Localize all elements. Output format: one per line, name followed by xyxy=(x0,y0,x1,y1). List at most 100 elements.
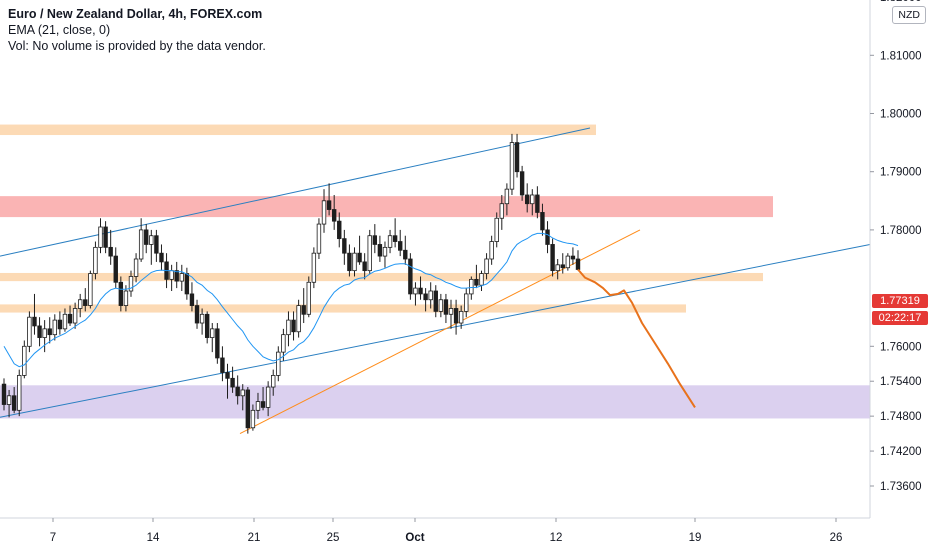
candle[interactable] xyxy=(438,293,444,318)
candle[interactable] xyxy=(62,308,68,332)
candle[interactable] xyxy=(67,305,73,326)
candle[interactable] xyxy=(403,235,408,265)
candle[interactable] xyxy=(118,276,124,312)
candle[interactable] xyxy=(154,229,159,262)
candle[interactable] xyxy=(276,346,281,382)
candle[interactable] xyxy=(240,384,245,411)
candle[interactable] xyxy=(570,247,576,265)
candle[interactable] xyxy=(230,366,235,393)
candle[interactable] xyxy=(479,270,484,292)
candle[interactable] xyxy=(37,317,42,347)
zone-support-2[interactable] xyxy=(0,304,686,313)
candle[interactable] xyxy=(93,241,98,280)
candle[interactable] xyxy=(474,264,479,289)
candle[interactable] xyxy=(138,218,144,262)
candle[interactable] xyxy=(367,229,372,274)
candle[interactable] xyxy=(159,244,164,271)
candle[interactable] xyxy=(47,317,52,344)
candle[interactable] xyxy=(22,340,27,379)
candle[interactable] xyxy=(560,253,565,274)
candle[interactable] xyxy=(382,241,388,268)
candle[interactable] xyxy=(179,264,184,292)
zone-resistance-top[interactable] xyxy=(0,124,596,136)
candle[interactable] xyxy=(32,293,37,335)
candle[interactable] xyxy=(453,299,459,335)
candle[interactable] xyxy=(398,229,403,257)
candle[interactable] xyxy=(215,323,220,364)
candle[interactable] xyxy=(342,229,347,265)
candle[interactable] xyxy=(347,244,352,277)
channel-upper-line[interactable] xyxy=(0,127,591,257)
candle[interactable] xyxy=(17,369,22,417)
candle[interactable] xyxy=(286,311,291,347)
candle[interactable] xyxy=(499,194,505,230)
candle[interactable] xyxy=(362,253,367,280)
candle[interactable] xyxy=(220,346,225,382)
candle[interactable] xyxy=(326,183,332,216)
candle[interactable] xyxy=(199,308,205,335)
candle[interactable] xyxy=(448,299,454,329)
candle[interactable] xyxy=(514,133,520,178)
candle[interactable] xyxy=(174,261,179,289)
candle[interactable] xyxy=(494,212,499,248)
candle[interactable] xyxy=(550,238,555,277)
time-axis[interactable]: 7 14 21 25 Oct 12 19 26 xyxy=(50,518,843,544)
candle[interactable] xyxy=(113,247,118,289)
candle[interactable] xyxy=(433,285,438,318)
candle[interactable] xyxy=(88,270,93,309)
candle[interactable] xyxy=(418,276,423,300)
candle[interactable] xyxy=(255,392,261,420)
candle[interactable] xyxy=(316,218,322,259)
candle[interactable] xyxy=(464,288,469,318)
candle[interactable] xyxy=(413,282,418,306)
candle[interactable] xyxy=(469,276,474,300)
candle[interactable] xyxy=(210,323,215,353)
zone-resistance[interactable] xyxy=(0,196,773,218)
candle[interactable] xyxy=(1,378,7,411)
candle[interactable] xyxy=(189,282,195,312)
candle[interactable] xyxy=(555,259,560,280)
ema-legend[interactable]: EMA (21, close, 0) xyxy=(8,23,111,37)
candle[interactable] xyxy=(250,404,256,431)
symbol-title[interactable]: Euro / New Zealand Dollar, 4h, FOREX.com xyxy=(8,7,263,21)
candle[interactable] xyxy=(565,253,571,271)
candle[interactable] xyxy=(545,221,550,254)
zone-demand[interactable] xyxy=(0,385,870,419)
price-axis[interactable]: 1.73600 1.74200 1.74800 1.75400 1.76000 1.780… xyxy=(870,0,922,493)
candle[interactable] xyxy=(392,218,398,248)
candle[interactable] xyxy=(377,235,383,262)
currency-badge[interactable]: NZD xyxy=(892,6,926,24)
candle[interactable] xyxy=(204,311,210,344)
candle[interactable] xyxy=(6,389,12,418)
candle[interactable] xyxy=(149,229,154,265)
candle[interactable] xyxy=(83,288,88,312)
candle[interactable] xyxy=(77,293,83,318)
channel-lower-line[interactable] xyxy=(0,243,871,418)
candle[interactable] xyxy=(265,381,271,417)
ema-21-line[interactable] xyxy=(3,232,579,368)
candle[interactable] xyxy=(144,224,149,254)
candle[interactable] xyxy=(225,363,230,399)
candle[interactable] xyxy=(525,183,530,213)
candle[interactable] xyxy=(311,247,317,289)
candle[interactable] xyxy=(484,253,489,280)
candle[interactable] xyxy=(271,369,276,396)
candle[interactable] xyxy=(458,305,464,329)
candle[interactable] xyxy=(489,235,494,265)
candle[interactable] xyxy=(128,270,134,297)
candle[interactable] xyxy=(133,253,139,283)
candle[interactable] xyxy=(352,247,357,277)
candle[interactable] xyxy=(337,212,342,248)
candle[interactable] xyxy=(98,218,103,254)
candle[interactable] xyxy=(281,328,286,361)
candle[interactable] xyxy=(509,133,515,195)
candle[interactable] xyxy=(52,314,57,341)
zone-support-1[interactable] xyxy=(0,272,763,282)
candle[interactable] xyxy=(331,194,337,230)
candle[interactable] xyxy=(443,293,449,324)
candle[interactable] xyxy=(235,375,240,405)
candle[interactable] xyxy=(519,165,525,201)
candle[interactable] xyxy=(260,387,266,411)
candle[interactable] xyxy=(57,311,63,335)
